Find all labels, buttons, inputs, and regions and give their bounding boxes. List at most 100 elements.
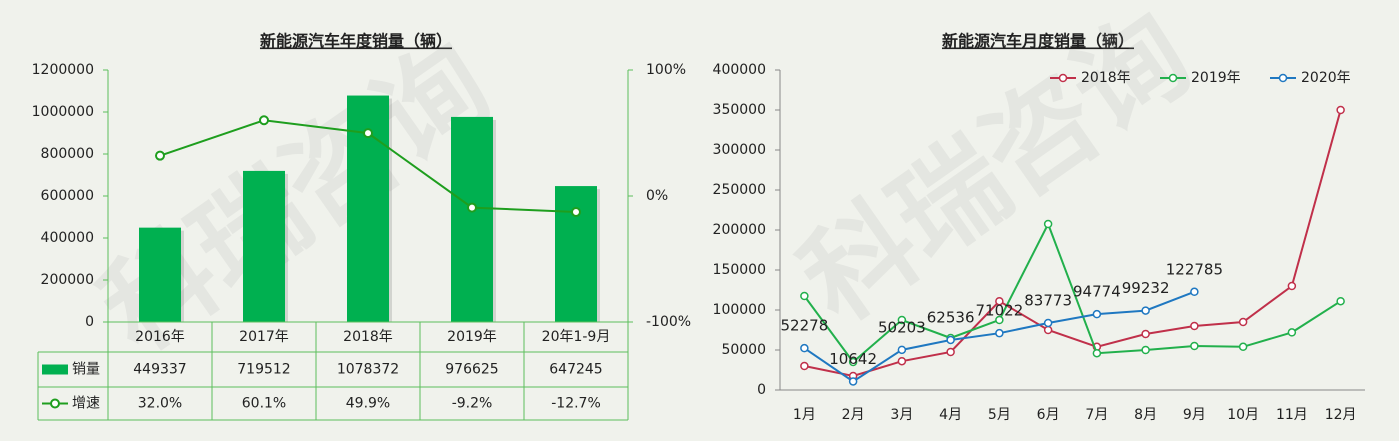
marker (995, 315, 1004, 325)
legend-swatch (1278, 73, 1288, 83)
y-tick-label: 0 (85, 314, 94, 330)
x-tick-label: 6月 (1037, 407, 1060, 423)
marker (1190, 341, 1199, 351)
y-tick-label: 0 (757, 382, 766, 398)
line (803, 221, 1342, 364)
marker (1092, 348, 1102, 358)
y-tick-label: 600000 (41, 188, 94, 204)
marker (897, 315, 907, 325)
x-tick-label: 2018年 (343, 329, 393, 345)
y2-tick-label: -100% (646, 314, 691, 330)
marker (1336, 296, 1345, 306)
x-tick-label: 5月 (988, 407, 1011, 423)
data-label: 52278 (781, 317, 829, 335)
legend-swatch (50, 398, 60, 409)
marker (897, 345, 907, 355)
x-tick-label: 9月 (1183, 407, 1206, 423)
y-tick-label: 400000 (41, 230, 94, 246)
legend-label: 2020年 (1301, 70, 1351, 86)
marker (155, 150, 165, 161)
table-cell: 32.0% (138, 396, 182, 412)
marker (1043, 318, 1053, 328)
marker (946, 335, 955, 345)
x-tick-label: 12月 (1325, 407, 1357, 423)
x-tick-label: 2月 (842, 407, 865, 423)
legend-swatch (42, 364, 68, 375)
y-tick-label: 200000 (713, 222, 766, 238)
y-tick-label: 1000000 (32, 104, 94, 120)
bar (139, 227, 181, 322)
marker (1141, 306, 1150, 315)
bar (555, 186, 597, 322)
marker (1287, 281, 1297, 291)
data-label: 94774 (1073, 283, 1121, 301)
table-cell: 1078372 (337, 362, 399, 378)
legend-label: 2019年 (1191, 70, 1241, 86)
y-tick-label: 150000 (713, 262, 766, 278)
y2-tick-label: 0% (646, 188, 668, 204)
y-tick-label: 50000 (721, 342, 766, 358)
legend-swatch (1168, 73, 1178, 83)
marker (1043, 219, 1053, 229)
data-label: 83773 (1024, 291, 1072, 309)
x-tick-label: 10月 (1227, 407, 1259, 423)
table-cell: -12.7% (551, 396, 601, 412)
marker (995, 328, 1004, 338)
marker (571, 207, 581, 218)
x-tick-label: 20年1-9月 (542, 329, 611, 345)
marker (1190, 321, 1199, 331)
watermark: 科瑞咨询 (79, 19, 513, 376)
y-tick-label: 400000 (713, 62, 766, 78)
marker (800, 291, 809, 301)
marker (995, 296, 1004, 306)
y-tick-label: 100000 (713, 302, 766, 318)
table-cell: 49.9% (346, 396, 390, 412)
legend-label: 2018年 (1081, 70, 1131, 86)
data-label: 99232 (1122, 279, 1170, 297)
y-tick-label: 300000 (713, 142, 766, 158)
x-tick-label: 7月 (1085, 407, 1108, 423)
marker (1141, 329, 1150, 339)
marker (946, 347, 955, 357)
data-label: 10642 (829, 350, 877, 368)
line (804, 109, 1342, 378)
marker (1238, 342, 1248, 352)
y-tick-label: 350000 (713, 102, 766, 118)
marker (1336, 105, 1345, 115)
table-cell: -9.2% (452, 396, 493, 412)
marker (800, 343, 809, 353)
legend-label: 销量 (72, 362, 100, 378)
x-tick-label: 1月 (793, 407, 816, 423)
table-cell: 60.1% (242, 396, 286, 412)
y-tick-label: 250000 (713, 182, 766, 198)
marker (800, 361, 809, 371)
marker (467, 202, 477, 213)
marker (1092, 309, 1102, 319)
x-tick-label: 2019年 (447, 329, 497, 345)
table-cell: 976625 (445, 362, 498, 378)
table-cell: 719512 (237, 362, 290, 378)
x-tick-label: 2016年 (135, 329, 185, 345)
x-tick-label: 8月 (1134, 407, 1157, 423)
marker (1043, 325, 1053, 335)
legend-label: 增速 (72, 396, 100, 412)
bar (243, 170, 285, 322)
y-tick-label: 200000 (41, 272, 94, 288)
y-tick-label: 1200000 (32, 62, 94, 78)
data-label: 62536 (927, 308, 975, 326)
x-tick-label: 11月 (1276, 407, 1308, 423)
marker (1238, 317, 1248, 327)
marker (1287, 328, 1297, 337)
table-cell: 647245 (549, 362, 602, 378)
marker (848, 377, 858, 386)
chart-title: 新能源汽车年度销量（辆） (260, 32, 452, 51)
chart-title: 新能源汽车月度销量（辆） (942, 32, 1134, 51)
marker (897, 356, 907, 366)
marker (848, 357, 858, 367)
data-label: 71022 (976, 302, 1024, 320)
bar (451, 116, 493, 322)
x-tick-label: 4月 (939, 407, 962, 423)
y2-tick-label: 100% (646, 62, 686, 78)
